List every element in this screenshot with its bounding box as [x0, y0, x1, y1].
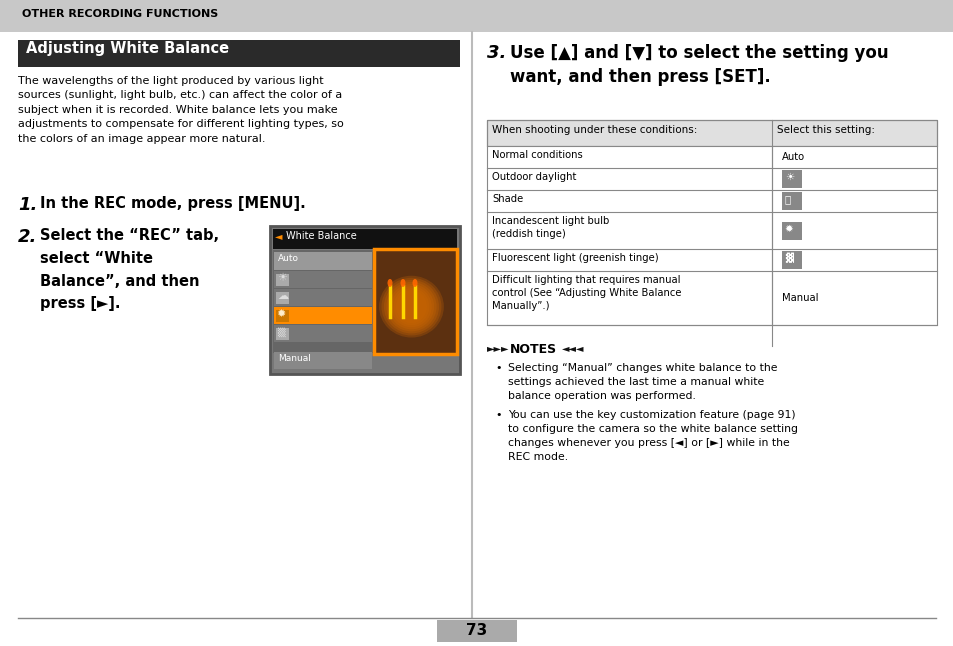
Text: Shade: Shade: [492, 194, 522, 204]
Text: ☁: ☁: [276, 291, 288, 301]
Bar: [486, 190, 936, 212]
Text: Manual: Manual: [781, 293, 818, 303]
Ellipse shape: [383, 280, 438, 333]
Text: ☀: ☀: [784, 172, 794, 182]
Bar: [270, 226, 459, 374]
Text: 3.: 3.: [486, 44, 506, 62]
Text: ☀: ☀: [276, 273, 287, 283]
Text: Adjusting White Balance: Adjusting White Balance: [26, 41, 229, 56]
Text: ▒: ▒: [276, 327, 284, 337]
Text: Auto: Auto: [781, 152, 804, 162]
Text: ◄: ◄: [274, 231, 282, 241]
Text: Fluorescent light (greenish tinge): Fluorescent light (greenish tinge): [492, 253, 658, 263]
Bar: [781, 192, 801, 210]
Text: In the REC mode, press [MENU].: In the REC mode, press [MENU].: [40, 196, 305, 211]
Ellipse shape: [381, 278, 441, 335]
Ellipse shape: [391, 286, 432, 328]
Bar: [486, 146, 936, 168]
Bar: [374, 249, 456, 354]
Text: ►►►: ►►►: [486, 343, 509, 353]
Bar: [781, 222, 801, 240]
Text: ✹: ✹: [784, 224, 793, 233]
Text: ✹: ✹: [276, 309, 286, 319]
Text: The wavelengths of the light produced by various light
sources (sunlight, light : The wavelengths of the light produced by…: [18, 76, 343, 143]
Bar: [18, 40, 459, 67]
Text: OTHER RECORDING FUNCTIONS: OTHER RECORDING FUNCTIONS: [22, 9, 218, 19]
Ellipse shape: [378, 276, 443, 338]
Text: White Balance: White Balance: [286, 231, 356, 241]
Text: NOTES: NOTES: [510, 343, 557, 356]
Text: •: •: [495, 363, 501, 373]
Text: Selecting “Manual” changes white balance to the
settings achieved the last time : Selecting “Manual” changes white balance…: [507, 363, 777, 401]
Ellipse shape: [389, 284, 434, 329]
Text: •: •: [495, 410, 501, 420]
Bar: [486, 120, 936, 325]
Ellipse shape: [412, 279, 417, 287]
Bar: [0, 618, 953, 646]
Bar: [275, 310, 289, 322]
Text: 1.: 1.: [18, 196, 37, 214]
Text: Auto: Auto: [277, 254, 298, 263]
Ellipse shape: [387, 279, 392, 287]
Bar: [486, 120, 936, 146]
Bar: [274, 352, 372, 369]
Text: Select this setting:: Select this setting:: [776, 125, 874, 135]
Text: Select the “REC” tab,
select “White
Balance”, and then
press [►].: Select the “REC” tab, select “White Bala…: [40, 228, 219, 311]
Bar: [274, 289, 372, 306]
Ellipse shape: [400, 279, 405, 287]
Bar: [375, 250, 456, 353]
Text: ◄◄◄: ◄◄◄: [561, 343, 584, 353]
Text: Normal conditions: Normal conditions: [492, 150, 582, 160]
Bar: [274, 271, 372, 288]
Text: You can use the key customization feature (page 91)
to configure the camera so t: You can use the key customization featur…: [507, 410, 797, 462]
Bar: [274, 307, 372, 324]
Bar: [274, 325, 372, 342]
Bar: [781, 251, 801, 269]
Bar: [486, 271, 936, 325]
Bar: [275, 292, 289, 304]
Text: Outdoor daylight: Outdoor daylight: [492, 172, 576, 182]
Bar: [0, 0, 953, 32]
Bar: [436, 620, 517, 642]
Ellipse shape: [386, 282, 436, 331]
Text: 73: 73: [466, 623, 487, 638]
Bar: [273, 229, 456, 249]
Bar: [781, 170, 801, 188]
Ellipse shape: [395, 290, 426, 323]
Bar: [486, 249, 936, 271]
Bar: [275, 328, 289, 340]
Text: ▓: ▓: [784, 253, 792, 264]
Bar: [275, 274, 289, 286]
Text: ⛰: ⛰: [784, 194, 790, 204]
Text: Incandescent light bulb
(reddish tinge): Incandescent light bulb (reddish tinge): [492, 216, 609, 239]
Text: When shooting under these conditions:: When shooting under these conditions:: [492, 125, 697, 135]
Text: Difficult lighting that requires manual
control (See “Adjusting White Balance
Ma: Difficult lighting that requires manual …: [492, 275, 680, 311]
Ellipse shape: [394, 288, 429, 325]
Bar: [273, 250, 373, 353]
Text: Manual: Manual: [277, 354, 311, 363]
Bar: [274, 252, 372, 270]
Bar: [486, 212, 936, 249]
Text: Use [▲] and [▼] to select the setting you
want, and then press [SET].: Use [▲] and [▼] to select the setting yo…: [510, 44, 887, 86]
Text: 2.: 2.: [18, 228, 37, 246]
Bar: [486, 168, 936, 190]
